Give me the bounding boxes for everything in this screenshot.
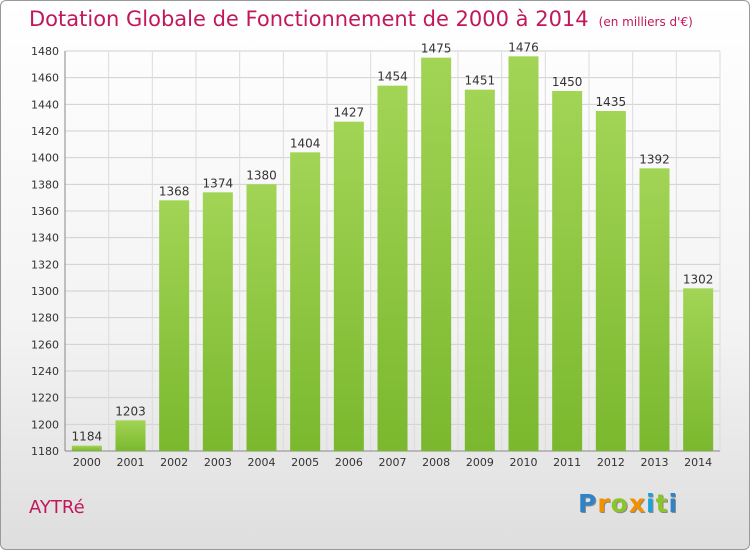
- y-tick-label: 1400: [31, 152, 59, 165]
- bar-value-label: 1404: [290, 136, 321, 150]
- logo-letter: P: [578, 489, 598, 518]
- x-tick-label: 2001: [117, 456, 145, 469]
- bar: [115, 420, 146, 451]
- commune-name: AYTRé: [29, 497, 85, 518]
- x-tick-label: 2004: [248, 456, 276, 469]
- chart-unit: (en milliers d'€): [598, 15, 693, 29]
- bar: [683, 288, 714, 451]
- y-tick-label: 1440: [31, 98, 59, 111]
- y-tick-label: 1180: [31, 445, 59, 458]
- bar: [377, 85, 408, 452]
- bar-value-label: 1368: [159, 184, 190, 198]
- bar: [508, 56, 539, 451]
- x-tick-label: 2014: [684, 456, 712, 469]
- x-tick-label: 2005: [291, 456, 319, 469]
- logo-letter: x: [628, 489, 646, 518]
- x-tick-label: 2006: [335, 456, 363, 469]
- bar: [464, 89, 495, 452]
- bar-value-label: 1450: [552, 75, 583, 89]
- y-tick-label: 1380: [31, 178, 59, 191]
- x-tick-label: 2003: [204, 456, 232, 469]
- logo-letter: o: [610, 489, 629, 518]
- bar-value-label: 1374: [203, 176, 234, 190]
- proxiti-logo: Proxiti: [578, 489, 678, 518]
- x-tick-label: 2010: [510, 456, 538, 469]
- bar-value-label: 1435: [596, 95, 627, 109]
- x-tick-label: 2009: [466, 456, 494, 469]
- x-tick-label: 2011: [553, 456, 581, 469]
- bar-value-label: 1302: [683, 272, 714, 286]
- logo-letter: i: [668, 489, 679, 518]
- y-tick-label: 1480: [31, 45, 59, 58]
- x-tick-label: 2008: [422, 456, 450, 469]
- bar-value-label: 1380: [246, 168, 277, 182]
- bar: [421, 57, 452, 452]
- y-tick-label: 1200: [31, 418, 59, 431]
- logo-letter: t: [655, 489, 669, 518]
- bar-value-label: 1475: [421, 42, 452, 56]
- chart-title: Dotation Globale de Fonctionnement de 20…: [29, 7, 693, 31]
- logo-letter: r: [597, 489, 611, 518]
- y-tick-label: 1240: [31, 365, 59, 378]
- y-tick-label: 1420: [31, 125, 59, 138]
- x-axis-labels: 2000 2001 2002 2003 2004 2005 2006 2007 2008 2009…: [73, 456, 712, 469]
- chart-title-text: Dotation Globale de Fonctionnement de 20…: [29, 7, 589, 31]
- bar: [159, 200, 190, 451]
- x-tick-label: 2002: [160, 456, 188, 469]
- logo-letter: i: [646, 489, 656, 518]
- bar: [333, 121, 364, 452]
- y-tick-label: 1260: [31, 338, 59, 351]
- y-tick-label: 1360: [31, 205, 59, 218]
- bar-value-label: 1392: [639, 152, 670, 166]
- y-tick-label: 1280: [31, 312, 59, 325]
- x-tick-label: 2000: [73, 456, 101, 469]
- y-tick-label: 1220: [31, 392, 59, 405]
- y-tick-label: 1320: [31, 258, 59, 271]
- y-tick-label: 1460: [31, 72, 59, 85]
- bar-value-label: 1476: [508, 40, 539, 54]
- bar-value-label: 1454: [377, 70, 408, 84]
- bar: [290, 152, 321, 452]
- y-tick-label: 1300: [31, 285, 59, 298]
- bar-value-label: 1203: [115, 404, 146, 418]
- bars: 1184 1203 1368 1374 1380 1404 1427 1454 1475 1451…: [71, 40, 714, 452]
- bar: [202, 192, 233, 452]
- y-tick-label: 1340: [31, 232, 59, 245]
- x-tick-label: 2012: [597, 456, 625, 469]
- bar: [639, 168, 670, 452]
- bar: [552, 91, 583, 451]
- bar: [71, 445, 102, 451]
- bar-value-label: 1184: [72, 430, 103, 444]
- x-tick-label: 2007: [379, 456, 407, 469]
- x-tick-label: 2013: [641, 456, 669, 469]
- bar: [246, 184, 277, 452]
- bar-value-label: 1427: [334, 106, 365, 120]
- bar-value-label: 1451: [465, 74, 496, 88]
- bar: [595, 111, 626, 451]
